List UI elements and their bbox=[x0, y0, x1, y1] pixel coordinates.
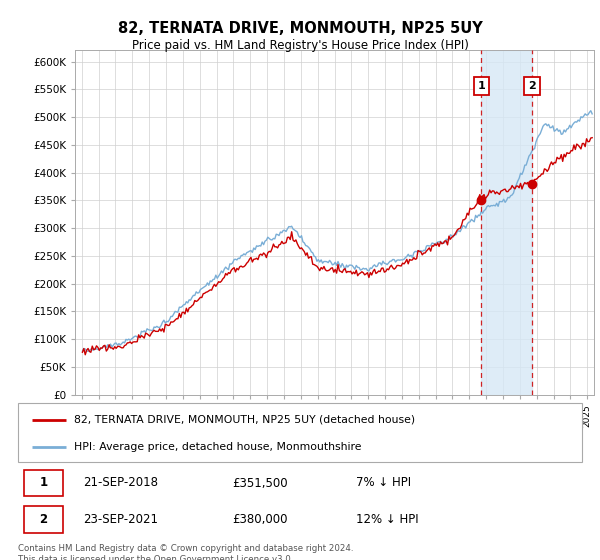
Text: HPI: Average price, detached house, Monmouthshire: HPI: Average price, detached house, Monm… bbox=[74, 442, 362, 452]
FancyBboxPatch shape bbox=[23, 506, 63, 533]
Text: 7% ↓ HPI: 7% ↓ HPI bbox=[356, 477, 412, 489]
FancyBboxPatch shape bbox=[23, 470, 63, 496]
Text: 1: 1 bbox=[478, 81, 485, 91]
Text: 23-SEP-2021: 23-SEP-2021 bbox=[83, 513, 158, 526]
Text: £351,500: £351,500 bbox=[232, 477, 288, 489]
Bar bbox=[481, 50, 532, 395]
Text: 82, TERNATA DRIVE, MONMOUTH, NP25 5UY (detached house): 82, TERNATA DRIVE, MONMOUTH, NP25 5UY (d… bbox=[74, 414, 416, 424]
FancyBboxPatch shape bbox=[18, 403, 582, 462]
Text: 82, TERNATA DRIVE, MONMOUTH, NP25 5UY: 82, TERNATA DRIVE, MONMOUTH, NP25 5UY bbox=[118, 21, 482, 36]
Text: 12% ↓ HPI: 12% ↓ HPI bbox=[356, 513, 419, 526]
Text: 21-SEP-2018: 21-SEP-2018 bbox=[83, 477, 158, 489]
Text: 1: 1 bbox=[40, 477, 47, 489]
Text: Price paid vs. HM Land Registry's House Price Index (HPI): Price paid vs. HM Land Registry's House … bbox=[131, 39, 469, 52]
Text: £380,000: £380,000 bbox=[232, 513, 288, 526]
Text: 2: 2 bbox=[40, 513, 47, 526]
Text: 2: 2 bbox=[528, 81, 536, 91]
Text: Contains HM Land Registry data © Crown copyright and database right 2024.
This d: Contains HM Land Registry data © Crown c… bbox=[18, 544, 353, 560]
